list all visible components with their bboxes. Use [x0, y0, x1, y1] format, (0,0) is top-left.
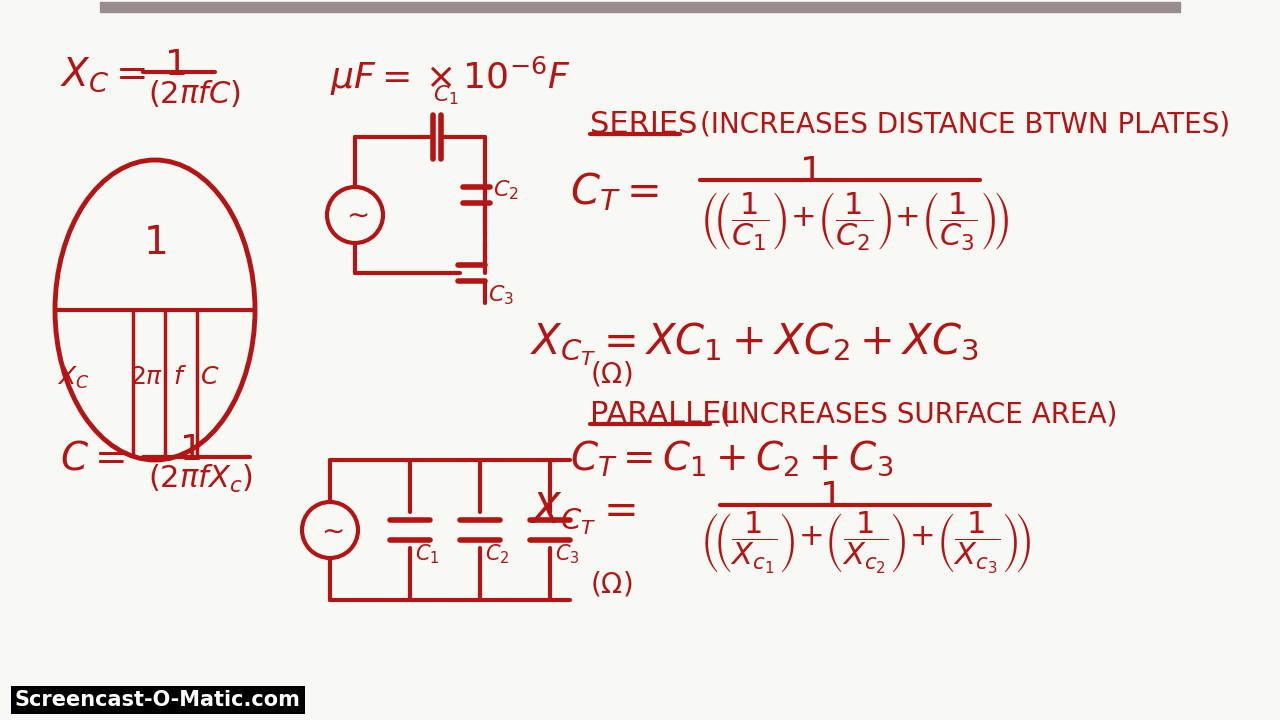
- Text: (INCREASES SURFACE AREA): (INCREASES SURFACE AREA): [719, 400, 1117, 428]
- Text: $(\Omega)$: $(\Omega)$: [590, 570, 632, 599]
- Text: (INCREASES DISTANCE BTWN PLATES): (INCREASES DISTANCE BTWN PLATES): [700, 110, 1230, 138]
- Text: $X_{C_T} =$: $X_{C_T} =$: [530, 490, 636, 536]
- Text: $(\Omega)$: $(\Omega)$: [590, 360, 632, 389]
- Text: $C_T = C_1 + C_2 + C_3$: $C_T = C_1 + C_2 + C_3$: [570, 438, 893, 477]
- Text: $\left(\!\left(\dfrac{1}{X_{c_1}}\right)\!+\!\left(\dfrac{1}{X_{c_2}}\right)\!+\: $\left(\!\left(\dfrac{1}{X_{c_1}}\right)…: [700, 510, 1032, 576]
- Text: $1$: $1$: [799, 155, 820, 189]
- Text: $\sim$: $\sim$: [342, 201, 369, 229]
- Text: $\left(\!\left(\dfrac{1}{C_1}\right)\!+\!\left(\dfrac{1}{C_2}\right)\!+\!\left(\: $\left(\!\left(\dfrac{1}{C_1}\right)\!+\…: [700, 190, 1010, 253]
- Bar: [100, 2, 1180, 12]
- Text: $C_2$: $C_2$: [485, 542, 509, 566]
- Text: $1$: $1$: [143, 223, 166, 261]
- Text: $2\pi$: $2\pi$: [131, 366, 164, 390]
- Text: $X_{C_T} = XC_1 + XC_2 + XC_3$: $X_{C_T} = XC_1 + XC_2 + XC_3$: [530, 320, 979, 368]
- Text: $C$: $C$: [200, 366, 220, 390]
- Text: $1$: $1$: [164, 48, 186, 82]
- Text: $X_C =$: $X_C =$: [60, 55, 146, 94]
- Text: $(2\pi f C)$: $(2\pi f C)$: [148, 78, 241, 109]
- Text: $C =$: $C =$: [60, 440, 125, 478]
- Text: $C_3$: $C_3$: [556, 542, 580, 566]
- Text: $C_1$: $C_1$: [433, 84, 460, 107]
- Text: $C_T =$: $C_T =$: [570, 170, 658, 213]
- Text: Screencast-O-Matic.com: Screencast-O-Matic.com: [15, 690, 301, 710]
- Text: $X_C$: $X_C$: [56, 364, 90, 390]
- Text: $C_2$: $C_2$: [493, 179, 518, 202]
- Text: PARALLEL: PARALLEL: [590, 400, 739, 429]
- Text: $C_3$: $C_3$: [488, 283, 515, 307]
- Text: $\sim$: $\sim$: [316, 516, 344, 544]
- Text: $f$: $f$: [173, 366, 187, 390]
- Text: $C_1$: $C_1$: [415, 542, 439, 566]
- Text: SERIES: SERIES: [590, 110, 698, 139]
- Text: $1$: $1$: [179, 433, 201, 467]
- Text: $(2\pi f X_c)$: $(2\pi f X_c)$: [148, 463, 253, 495]
- Text: $1$: $1$: [819, 480, 841, 514]
- Text: $\mu F = \times 10^{-6} F$: $\mu F = \times 10^{-6} F$: [330, 55, 571, 98]
